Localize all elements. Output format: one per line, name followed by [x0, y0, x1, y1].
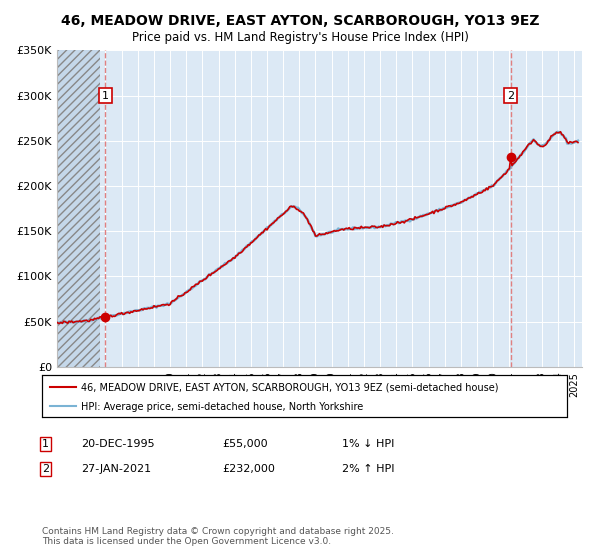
Text: 46, MEADOW DRIVE, EAST AYTON, SCARBOROUGH, YO13 9EZ: 46, MEADOW DRIVE, EAST AYTON, SCARBOROUG… — [61, 14, 539, 28]
Text: 20-DEC-1995: 20-DEC-1995 — [81, 438, 155, 449]
Text: HPI: Average price, semi-detached house, North Yorkshire: HPI: Average price, semi-detached house,… — [82, 402, 364, 412]
Text: 27-JAN-2021: 27-JAN-2021 — [81, 464, 151, 474]
Text: 46, MEADOW DRIVE, EAST AYTON, SCARBOROUGH, YO13 9EZ (semi-detached house): 46, MEADOW DRIVE, EAST AYTON, SCARBOROUG… — [82, 382, 499, 393]
Text: 1% ↓ HPI: 1% ↓ HPI — [342, 438, 394, 449]
Text: £55,000: £55,000 — [222, 438, 268, 449]
Text: £232,000: £232,000 — [222, 464, 275, 474]
Text: 2% ↑ HPI: 2% ↑ HPI — [342, 464, 395, 474]
Bar — [57, 50, 100, 367]
Text: 2: 2 — [42, 464, 49, 474]
Text: Price paid vs. HM Land Registry's House Price Index (HPI): Price paid vs. HM Land Registry's House … — [131, 31, 469, 44]
Text: 1: 1 — [102, 91, 109, 101]
Text: 2: 2 — [507, 91, 514, 101]
Text: 1: 1 — [42, 438, 49, 449]
Text: Contains HM Land Registry data © Crown copyright and database right 2025.
This d: Contains HM Land Registry data © Crown c… — [42, 526, 394, 546]
